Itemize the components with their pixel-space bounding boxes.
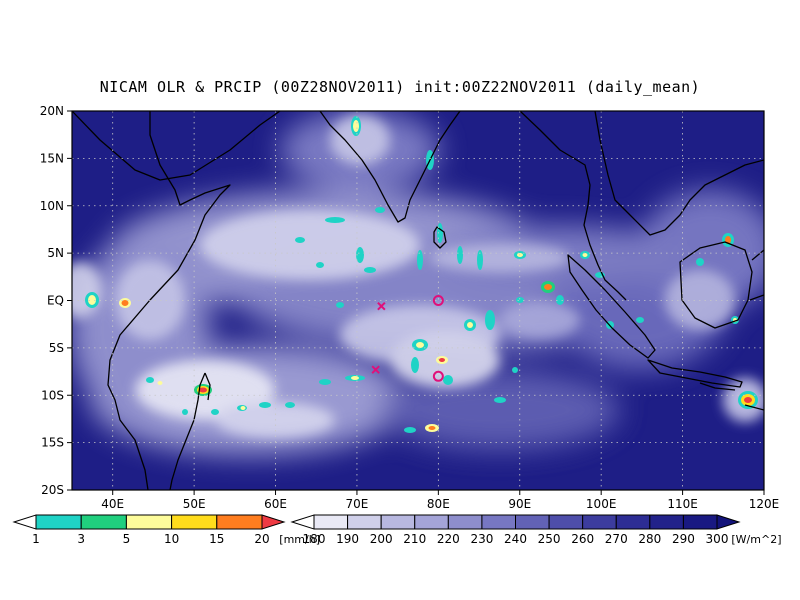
colorbar-label: 260: [571, 532, 594, 546]
colorbar-cell: [615, 514, 651, 530]
y-tick-label: EQ: [47, 294, 64, 308]
x-tick-label: 110E: [667, 497, 698, 511]
markers: [371, 295, 444, 382]
colorbar-label: 250: [538, 532, 561, 546]
colorbar-cell: [682, 514, 718, 530]
colorbar-cell: [347, 514, 382, 530]
x-axis: 40E 50E 60E 70E 80E 90E 100E 110E 120E: [101, 490, 779, 511]
olr-field: [72, 111, 764, 490]
colorbar-cell: [171, 514, 218, 530]
olr-colorbar: 180 190 200 210 220 230 240 250 260 270 280 290 300[…: [290, 514, 782, 546]
colorbar-cell: [515, 514, 550, 530]
x-tick-label: 120E: [749, 497, 780, 511]
colorbar-cell: [380, 514, 416, 530]
y-tick-label: 20N: [40, 104, 64, 118]
y-tick-label: 10N: [40, 199, 64, 213]
x-tick-label: 70E: [346, 497, 369, 511]
y-tick-label: 15N: [40, 151, 64, 165]
coastlines: [72, 111, 764, 490]
y-tick-label: 5N: [47, 246, 64, 260]
colorbar-cell: [12, 514, 37, 530]
colorbar-label: 190: [336, 532, 359, 546]
colorbar-label: 200: [370, 532, 393, 546]
colorbar-label: 230: [470, 532, 493, 546]
colorbar-label: 220: [437, 532, 460, 546]
colorbar-label: 270: [605, 532, 628, 546]
circle-marker: [432, 370, 444, 382]
colorbar-label: 280: [638, 532, 661, 546]
colorbar-cell: [216, 514, 263, 530]
x-tick-label: 100E: [586, 497, 617, 511]
x-tick-label: 50E: [183, 497, 206, 511]
colorbar-cell: [481, 514, 516, 530]
colorbar-cell: [447, 514, 483, 530]
x-tick-label: 60E: [264, 497, 287, 511]
colorbar-cell: [35, 514, 82, 530]
colorbar-label: 240: [504, 532, 527, 546]
y-tick-label: 5S: [49, 341, 64, 355]
y-tick-label: 15S: [41, 436, 64, 450]
colorbar-label: 10: [164, 532, 179, 546]
map-title: NICAM OLR & PRCIP (00Z28NOV2011) init:00…: [99, 78, 701, 96]
colorbar-cell: [649, 514, 684, 530]
colorbar-cell: [261, 514, 286, 530]
colorbar-label: 3: [77, 532, 85, 546]
y-tick-label: 10S: [41, 388, 64, 402]
colorbar-label: 180: [303, 532, 326, 546]
x-tick-label: 40E: [101, 497, 124, 511]
colorbar-cell: [313, 514, 349, 530]
colorbar-label: 290: [672, 532, 695, 546]
x-marker: [371, 365, 380, 374]
colorbar-cell: [582, 514, 617, 530]
colorbar-cell: [548, 514, 584, 530]
x-marker: [377, 301, 386, 311]
y-tick-label: 20S: [41, 483, 64, 497]
colorbar-unit: [W/m^2]: [731, 533, 781, 546]
circle-marker: [432, 295, 444, 306]
colorbar-label: 5: [123, 532, 131, 546]
y-axis: 20N 15N 10N 5N EQ 5S 10S 15S 20S: [40, 104, 72, 497]
colorbar-label: 15: [209, 532, 224, 546]
colorbar-label: 300: [706, 532, 729, 546]
colorbar-cell: [80, 514, 127, 530]
colorbar-cell: [716, 514, 741, 530]
x-tick-label: 90E: [508, 497, 531, 511]
colorbar-unit: [mm/h]: [279, 533, 320, 546]
colorbar-cell: [125, 514, 173, 530]
colorbar-cell: [414, 514, 449, 530]
precip-colorbar: 1 3 5 10 15 20 [mm/h]: [12, 514, 320, 546]
colorbar-label: 20: [254, 532, 269, 546]
colorbar-label: 1: [32, 532, 40, 546]
colorbar-label: 210: [403, 532, 426, 546]
colorbar-cell: [290, 514, 315, 530]
x-tick-label: 80E: [427, 497, 450, 511]
